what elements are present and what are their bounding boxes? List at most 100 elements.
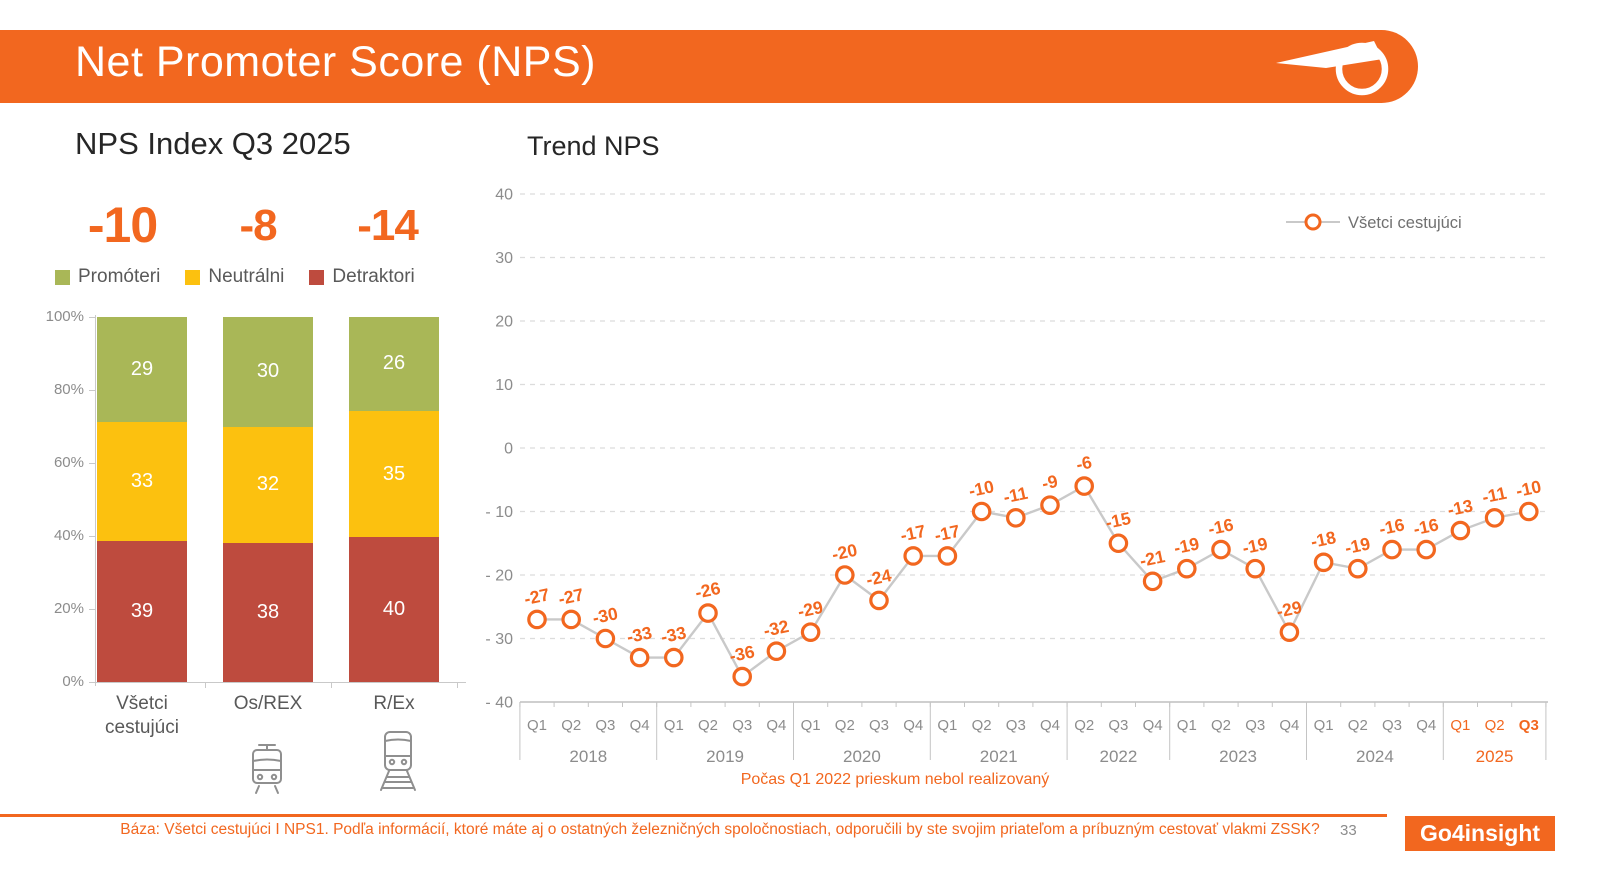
year-label: 2020: [843, 747, 881, 766]
quarter-label: Q2: [1485, 717, 1505, 734]
quarter-label: Q4: [1040, 717, 1060, 734]
y-axis-line: [95, 315, 96, 686]
data-point-label: -19: [1172, 533, 1201, 558]
zssk-logo-icon: [1276, 41, 1389, 96]
data-point-marker: [1313, 552, 1334, 573]
data-point-marker: [1416, 539, 1436, 560]
quarter-label: Q2: [1211, 717, 1231, 734]
data-point-marker: [561, 609, 581, 630]
y-tick-label: 60%: [53, 454, 84, 471]
data-point-marker: [1484, 508, 1505, 528]
data-point-label: -11: [1002, 483, 1030, 508]
quarter-label: Q3: [869, 717, 889, 734]
nps-index-title: NPS Index Q3 2025: [75, 126, 351, 161]
data-point-marker: [1245, 558, 1265, 579]
quarter-label: Q3: [1006, 717, 1026, 734]
neutralni-swatch-icon: [185, 269, 201, 285]
year-label: 2019: [706, 747, 744, 766]
data-point-marker: [629, 647, 650, 668]
data-point-label: -27: [557, 584, 586, 609]
footer-base-text: Báza: Všetci cestujúci I NPS1. Podľa inf…: [120, 821, 1320, 838]
data-point-marker: [664, 647, 684, 668]
data-point-label: -18: [1309, 527, 1338, 552]
data-point-label: -36: [728, 641, 757, 666]
data-point-label: -10: [1514, 476, 1543, 501]
data-point-marker: [1450, 520, 1471, 541]
data-point-marker: [1176, 558, 1197, 579]
bar-segment: 26: [349, 317, 439, 411]
bar-category-label: R/Ex: [373, 693, 415, 714]
data-point-label: -16: [1412, 514, 1441, 539]
year-label: 2024: [1356, 747, 1394, 766]
quarter-label: Q2: [835, 717, 855, 734]
data-point-marker: [527, 609, 547, 630]
bar-segment: 38: [223, 543, 313, 682]
data-point-label: -27: [522, 584, 551, 609]
bar-segment: 33: [97, 421, 187, 542]
y-tick-label: - 30: [485, 631, 513, 648]
data-point-marker: [1040, 495, 1060, 515]
data-point-marker: [1108, 533, 1129, 554]
data-point-marker: [971, 501, 992, 522]
data-point-marker: [1347, 558, 1368, 579]
legend-label-promoteri: Promóteri: [78, 266, 161, 287]
bar-segment: 35: [349, 410, 439, 538]
y-tick-label: 40%: [53, 527, 84, 544]
data-point-marker: [869, 590, 889, 611]
data-point-label: -32: [762, 616, 791, 641]
data-point-label: -17: [899, 521, 928, 546]
bar-segment: 40: [349, 537, 439, 682]
quarter-label: Q2: [1074, 717, 1094, 734]
data-point-label: -30: [591, 603, 620, 628]
quarter-label: Q3: [1245, 717, 1265, 734]
quarter-label: Q1: [1450, 717, 1470, 734]
bar-segment: 39: [97, 541, 187, 682]
y-tick-mark: [89, 609, 95, 610]
quarter-label: Q2: [561, 717, 581, 734]
data-point-label: -16: [1377, 514, 1406, 539]
bar-category-label: Os/REX: [233, 693, 303, 714]
header-bar: Net Promoter Score (NPS): [0, 30, 1418, 103]
y-tick-label: - 20: [485, 568, 513, 585]
promoteri-swatch-icon: [55, 269, 70, 285]
data-point-label: -19: [1241, 533, 1270, 558]
y-tick-label: 100%: [45, 308, 84, 325]
bar-segment: 29: [97, 317, 187, 422]
footer-divider: [0, 814, 1387, 817]
y-tick-mark: [89, 317, 95, 318]
data-point-marker: [1211, 539, 1231, 560]
y-tick-mark: [89, 390, 95, 391]
y-tick-mark: [89, 682, 95, 683]
data-point-marker: [834, 565, 855, 585]
data-point-marker: [698, 603, 718, 623]
stacked-bar-chart: 0% 20% 40% 60% 80% 100% 39 33 29 Všetci cestujúci…: [30, 300, 470, 820]
data-point-marker: [595, 628, 616, 649]
quarter-label: Q4: [630, 717, 650, 734]
data-point-label: -16: [1206, 514, 1235, 539]
y-tick-label: 20%: [53, 600, 84, 617]
legend-label-neutralni: Neutrálni: [208, 266, 285, 287]
data-point-label: -29: [796, 597, 825, 622]
legend-label-detraktori: Detraktori: [332, 266, 415, 287]
y-tick-label: - 40: [485, 695, 513, 712]
quarter-label: Q4: [1143, 717, 1163, 734]
quarter-label: Q3: [1382, 717, 1402, 734]
data-point-marker: [1142, 571, 1163, 592]
quarter-label: Q3: [595, 717, 615, 734]
quarter-label: Q4: [903, 717, 923, 734]
quarter-label: Q1: [527, 717, 547, 734]
year-label: 2021: [980, 747, 1018, 766]
bar-segment: 30: [223, 317, 313, 427]
tram-icon: [252, 744, 282, 794]
train-icon: [380, 731, 416, 791]
quarter-label: Q3: [732, 717, 752, 734]
data-point-marker: [800, 622, 821, 642]
data-point-label: -15: [1104, 508, 1133, 533]
survey-note: Počas Q1 2022 prieskum nebol realizovaný: [741, 771, 1050, 788]
y-tick-mark: [89, 463, 95, 464]
quarter-label: Q4: [1279, 717, 1299, 734]
x-tick-mark: [457, 682, 458, 688]
data-point-marker: [1005, 508, 1026, 528]
trend-title: Trend NPS: [527, 131, 660, 161]
y-tick-label: 20: [495, 314, 513, 331]
